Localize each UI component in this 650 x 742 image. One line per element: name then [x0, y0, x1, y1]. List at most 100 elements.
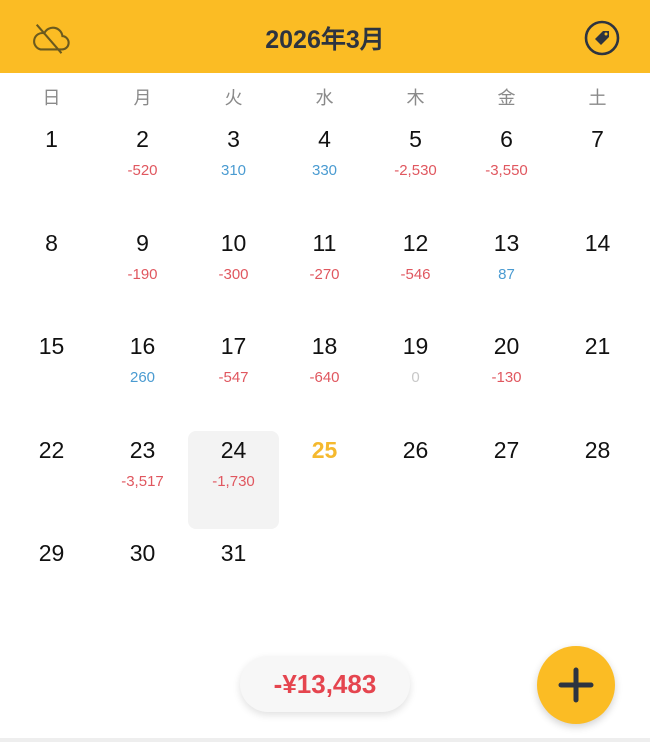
day-number: 3	[227, 126, 240, 152]
day-number: 23	[129, 436, 156, 463]
day-cell[interactable]: 5 -2,530	[370, 120, 461, 218]
day-cell[interactable]: 6 -3,550	[461, 120, 552, 218]
day-cell[interactable]: 3 310	[188, 120, 279, 218]
weekday-header: 日 月 火 水 木 金 土	[6, 84, 643, 110]
day-cell[interactable]: 4 330	[279, 120, 370, 218]
day-number: 28	[584, 436, 611, 463]
weekday-sun: 日	[42, 88, 61, 108]
cloud-off-icon	[33, 23, 70, 54]
day-amount: -520	[127, 162, 158, 179]
day-amount: -300	[218, 265, 249, 283]
day-cell[interactable]: 18 -640	[279, 327, 370, 425]
day-cell[interactable]: 15	[6, 327, 97, 425]
monthly-total[interactable]: -¥13,483	[240, 656, 410, 712]
day-amount: -547	[218, 369, 249, 386]
day-number: 8	[45, 229, 58, 256]
day-number: 20	[493, 333, 520, 359]
day-cell[interactable]: 13 87	[461, 224, 552, 322]
weekday-tue: 火	[224, 88, 243, 108]
weekday-mon: 月	[133, 88, 152, 108]
day-number: 13	[493, 229, 520, 256]
plus-icon	[558, 667, 594, 703]
calendar-week: 1 2 -520 3 310 4 330 5 -2,530 6 -3,550 7	[6, 120, 643, 224]
calendar-grid: 1 2 -520 3 310 4 330 5 -2,530 6 -3,550 7 8 9 -190 10 -30…	[6, 120, 643, 638]
day-number: 16	[129, 333, 156, 359]
calendar-week: 8 9 -190 10 -300 11 -270 12 -546 13 87 14	[6, 224, 643, 328]
header-bar: 2026年3月	[0, 0, 650, 73]
day-amount: 310	[220, 162, 247, 179]
bottom-divider	[0, 738, 650, 742]
day-amount: 260	[129, 369, 156, 386]
day-cell[interactable]: 24 -1,730	[188, 430, 279, 529]
weekday-thu: 木	[406, 88, 425, 108]
calendar-week: 15 16 260 17 -547 18 -640 19 0 20 -130 21	[6, 327, 643, 431]
day-number: 22	[38, 436, 65, 463]
day-cell[interactable]: 7	[552, 120, 643, 218]
day-amount: -2,530	[394, 162, 437, 179]
calendar-week: 29 30 31	[6, 534, 643, 638]
day-cell[interactable]: 1	[6, 120, 97, 218]
day-cell[interactable]: 22	[6, 431, 97, 529]
day-number: 5	[409, 126, 422, 152]
tag-button[interactable]	[582, 18, 622, 58]
cloud-sync-button[interactable]	[31, 18, 71, 58]
day-number: 1	[45, 126, 58, 152]
day-number: 12	[402, 229, 429, 256]
day-cell[interactable]: 14	[552, 224, 643, 322]
day-number: 25	[311, 436, 338, 463]
day-cell[interactable]: 30	[97, 534, 188, 632]
day-number: 10	[220, 229, 247, 256]
day-cell[interactable]: 2 -520	[97, 120, 188, 218]
day-amount: 0	[411, 369, 420, 386]
day-cell[interactable]: 29	[6, 534, 97, 632]
day-number: 18	[311, 333, 338, 359]
day-number: 27	[493, 436, 520, 463]
weekday-fri: 金	[497, 88, 516, 108]
day-number: 31	[220, 540, 247, 566]
day-amount: -270	[309, 265, 340, 283]
day-amount: -130	[491, 369, 522, 386]
day-number: 19	[402, 333, 429, 359]
month-title[interactable]: 2026年3月	[265, 26, 385, 54]
day-number: 29	[38, 540, 65, 566]
day-cell[interactable]: 27	[461, 431, 552, 529]
day-number: 21	[584, 333, 611, 359]
day-cell[interactable]: 9 -190	[97, 224, 188, 322]
weekday-wed: 水	[315, 88, 334, 108]
day-cell[interactable]: 19 0	[370, 327, 461, 425]
day-number: 17	[220, 333, 247, 359]
tag-icon	[584, 20, 620, 56]
day-cell[interactable]: 11 -270	[279, 224, 370, 322]
day-cell[interactable]: 17 -547	[188, 327, 279, 425]
day-number: 2	[136, 126, 149, 152]
day-cell[interactable]: 8	[6, 224, 97, 322]
day-cell[interactable]: 21	[552, 327, 643, 425]
day-amount: -546	[400, 265, 431, 283]
day-amount: -190	[127, 265, 158, 283]
calendar-week: 22 23 -3,517 24 -1,730 25 26 27 28	[6, 430, 643, 535]
day-cell[interactable]: 12 -546	[370, 224, 461, 322]
day-number: 11	[312, 229, 337, 256]
day-number: 24	[220, 436, 247, 463]
day-number: 26	[402, 436, 429, 463]
weekday-sat: 土	[588, 88, 607, 108]
day-amount: 87	[498, 265, 515, 283]
day-cell[interactable]: 28	[552, 431, 643, 529]
day-cell[interactable]: 26	[370, 431, 461, 529]
day-amount: -3,517	[121, 472, 164, 490]
day-amount: 330	[311, 162, 338, 179]
day-cell[interactable]: 25	[279, 431, 370, 529]
day-number: 14	[584, 229, 611, 256]
day-cell[interactable]: 10 -300	[188, 224, 279, 322]
day-number: 4	[318, 126, 331, 152]
day-cell[interactable]: 20 -130	[461, 327, 552, 425]
day-cell[interactable]: 23 -3,517	[97, 431, 188, 529]
day-cell[interactable]: 16 260	[97, 327, 188, 425]
day-number: 6	[500, 126, 513, 152]
day-amount: -1,730	[212, 472, 255, 490]
day-amount: -3,550	[485, 162, 528, 179]
day-number: 7	[591, 126, 604, 152]
day-number: 30	[129, 540, 156, 566]
add-entry-button[interactable]	[537, 646, 615, 724]
day-cell[interactable]: 31	[188, 534, 279, 632]
